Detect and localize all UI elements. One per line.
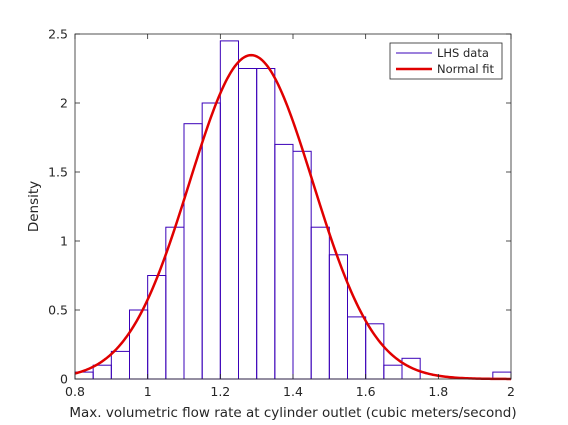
legend-label-lhs-data: LHS data <box>437 46 489 60</box>
x-tick-label: 1.8 <box>428 384 448 399</box>
x-tick-label: 1.4 <box>283 384 303 399</box>
histogram-bar <box>92 364 112 380</box>
histogram-bar <box>201 102 221 380</box>
histogram-bar <box>292 150 312 380</box>
histogram-bar <box>347 316 367 380</box>
histogram-bar <box>219 40 240 380</box>
histogram-bar <box>129 309 149 380</box>
y-axis-ticks: 0 0.5 1 1.5 2 2.5 <box>48 27 511 387</box>
histogram-bar <box>183 123 203 380</box>
y-tick-label: 0.5 <box>48 303 68 318</box>
histogram-bar <box>274 143 294 380</box>
histogram-bar <box>110 350 131 380</box>
legend-box <box>389 42 503 80</box>
x-axis-label: Max. volumetric flow rate at cylinder ou… <box>69 405 516 421</box>
x-tick-label: 1.6 <box>356 384 376 399</box>
legend: LHS data Normal fit <box>389 42 503 80</box>
histogram-bar <box>238 68 258 380</box>
histogram-bar <box>383 364 403 380</box>
x-tick-label: 0.8 <box>65 384 85 399</box>
y-tick-label: 1 <box>60 234 68 249</box>
x-tick-label: 1.2 <box>210 384 230 399</box>
y-tick-label: 1.5 <box>48 165 68 180</box>
x-tick-label: 1 <box>144 384 152 399</box>
y-tick-label: 0 <box>60 372 68 387</box>
y-tick-label: 2 <box>60 96 68 111</box>
histogram-bars <box>74 40 512 380</box>
y-axis-label: Density <box>26 181 42 232</box>
y-tick-label: 2.5 <box>48 27 68 42</box>
legend-label-normal-fit: Normal fit <box>437 62 495 76</box>
histogram-bar <box>365 323 385 380</box>
histogram-bar <box>256 68 276 380</box>
x-axis-ticks: 0.8 1 1.2 1.4 1.6 1.8 2 <box>65 34 515 399</box>
histogram-bar <box>310 226 330 380</box>
x-tick-label: 2 <box>507 384 515 399</box>
